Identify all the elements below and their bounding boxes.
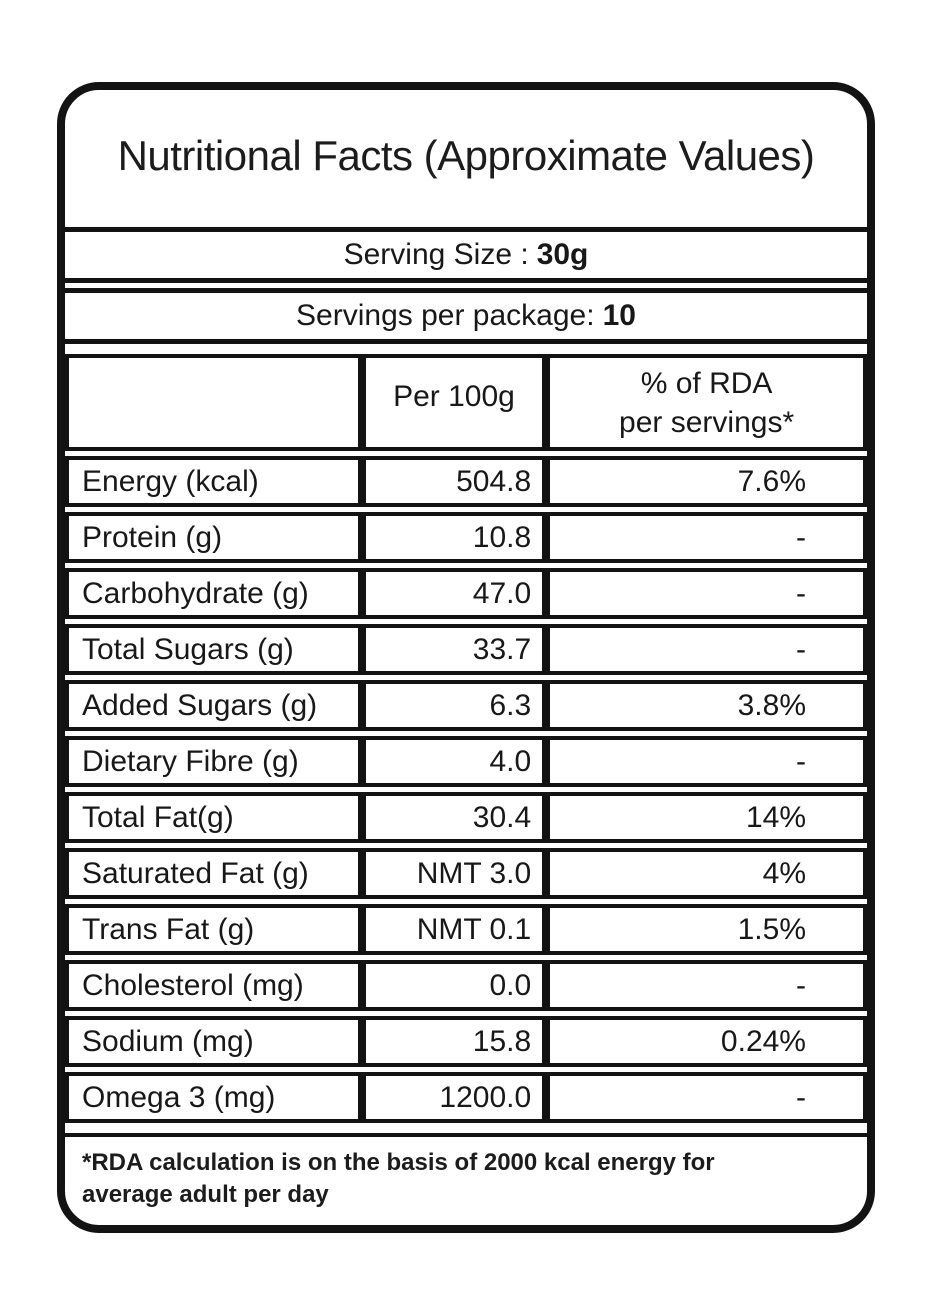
table-row: Trans Fat (g) NMT 0.1 1.5% <box>65 904 867 955</box>
header-per-100g: Per 100g <box>361 354 547 451</box>
serving-size-row: Serving Size : 30g <box>65 227 867 283</box>
nutrient-name: Saturated Fat (g) <box>65 848 362 899</box>
table-row: Carbohydrate (g) 47.0 - <box>65 568 867 619</box>
table-row: Added Sugars (g) 6.3 3.8% <box>65 680 867 731</box>
nutrient-per100g: 47.0 <box>361 568 547 619</box>
nutrient-per100g: 1200.0 <box>361 1072 547 1123</box>
nutrient-per100g: 504.8 <box>361 456 547 507</box>
table-row: Saturated Fat (g) NMT 3.0 4% <box>65 848 867 899</box>
nutrient-per100g: 10.8 <box>361 512 547 563</box>
nutrient-per100g: 30.4 <box>361 792 547 843</box>
nutrient-rda: 3.8% <box>546 680 867 731</box>
nutrient-name: Cholesterol (mg) <box>65 960 362 1011</box>
nutrient-per100g: 15.8 <box>361 1016 547 1067</box>
nutrient-per100g: 6.3 <box>361 680 547 731</box>
table-row: Dietary Fibre (g) 4.0 - <box>65 736 867 787</box>
nutrient-rda: - <box>546 568 867 619</box>
table-header-row: Per 100g % of RDA per servings* <box>65 354 867 451</box>
serving-size-label: Serving Size : <box>343 238 529 271</box>
nutrient-rda: - <box>546 1072 867 1123</box>
nutrient-rda: 14% <box>546 792 867 843</box>
table-row: Protein (g) 10.8 - <box>65 512 867 563</box>
nutrient-rda: 7.6% <box>546 456 867 507</box>
table-row: Omega 3 (mg) 1200.0 - <box>65 1072 867 1123</box>
nutrient-rda: - <box>546 624 867 675</box>
label-title: Nutritional Facts (Approximate Values) <box>117 132 815 179</box>
header-rda-line1: % of RDA <box>640 366 773 400</box>
header-rda: % of RDA per servings* <box>546 354 867 451</box>
rda-footnote: *RDA calculation is on the basis of 2000… <box>65 1133 867 1225</box>
nutrient-rda: - <box>546 736 867 787</box>
title-section: Nutritional Facts (Approximate Values) <box>65 90 867 222</box>
table-row: Sodium (mg) 15.8 0.24% <box>65 1016 867 1067</box>
nutrient-rda: 0.24% <box>546 1016 867 1067</box>
servings-per-package-row: Servings per package: 10 <box>65 288 867 344</box>
table-row: Cholesterol (mg) 0.0 - <box>65 960 867 1011</box>
nutrient-name: Added Sugars (g) <box>65 680 362 731</box>
nutrient-per100g: 33.7 <box>361 624 547 675</box>
nutrient-name: Energy (kcal) <box>65 456 362 507</box>
header-rda-line2: per servings* <box>619 405 795 439</box>
nutrition-facts-label: Nutritional Facts (Approximate Values) S… <box>57 82 875 1233</box>
nutrient-name: Protein (g) <box>65 512 362 563</box>
nutrient-name: Trans Fat (g) <box>65 904 362 955</box>
nutrient-name: Total Fat(g) <box>65 792 362 843</box>
nutrient-per100g: NMT 0.1 <box>361 904 547 955</box>
nutrient-rda: 4% <box>546 848 867 899</box>
servings-per-package-label: Servings per package: <box>296 299 595 332</box>
nutrient-per100g: 4.0 <box>361 736 547 787</box>
nutrient-per100g: NMT 3.0 <box>361 848 547 899</box>
nutrient-name: Total Sugars (g) <box>65 624 362 675</box>
nutrient-name: Dietary Fibre (g) <box>65 736 362 787</box>
nutrient-rda: - <box>546 512 867 563</box>
table-row: Total Fat(g) 30.4 14% <box>65 792 867 843</box>
nutrient-name: Carbohydrate (g) <box>65 568 362 619</box>
table-row: Energy (kcal) 504.8 7.6% <box>65 456 867 507</box>
servings-per-package-value: 10 <box>602 299 636 332</box>
nutrient-table: Per 100g % of RDA per servings* Energy (… <box>65 349 867 1128</box>
nutrient-per100g: 0.0 <box>361 960 547 1011</box>
nutrient-rda: - <box>546 960 867 1011</box>
table-row: Total Sugars (g) 33.7 - <box>65 624 867 675</box>
header-empty-cell <box>65 354 362 451</box>
serving-size-value: 30g <box>536 238 589 271</box>
nutrient-rda: 1.5% <box>546 904 867 955</box>
nutrient-name: Sodium (mg) <box>65 1016 362 1067</box>
nutrient-name: Omega 3 (mg) <box>65 1072 362 1123</box>
